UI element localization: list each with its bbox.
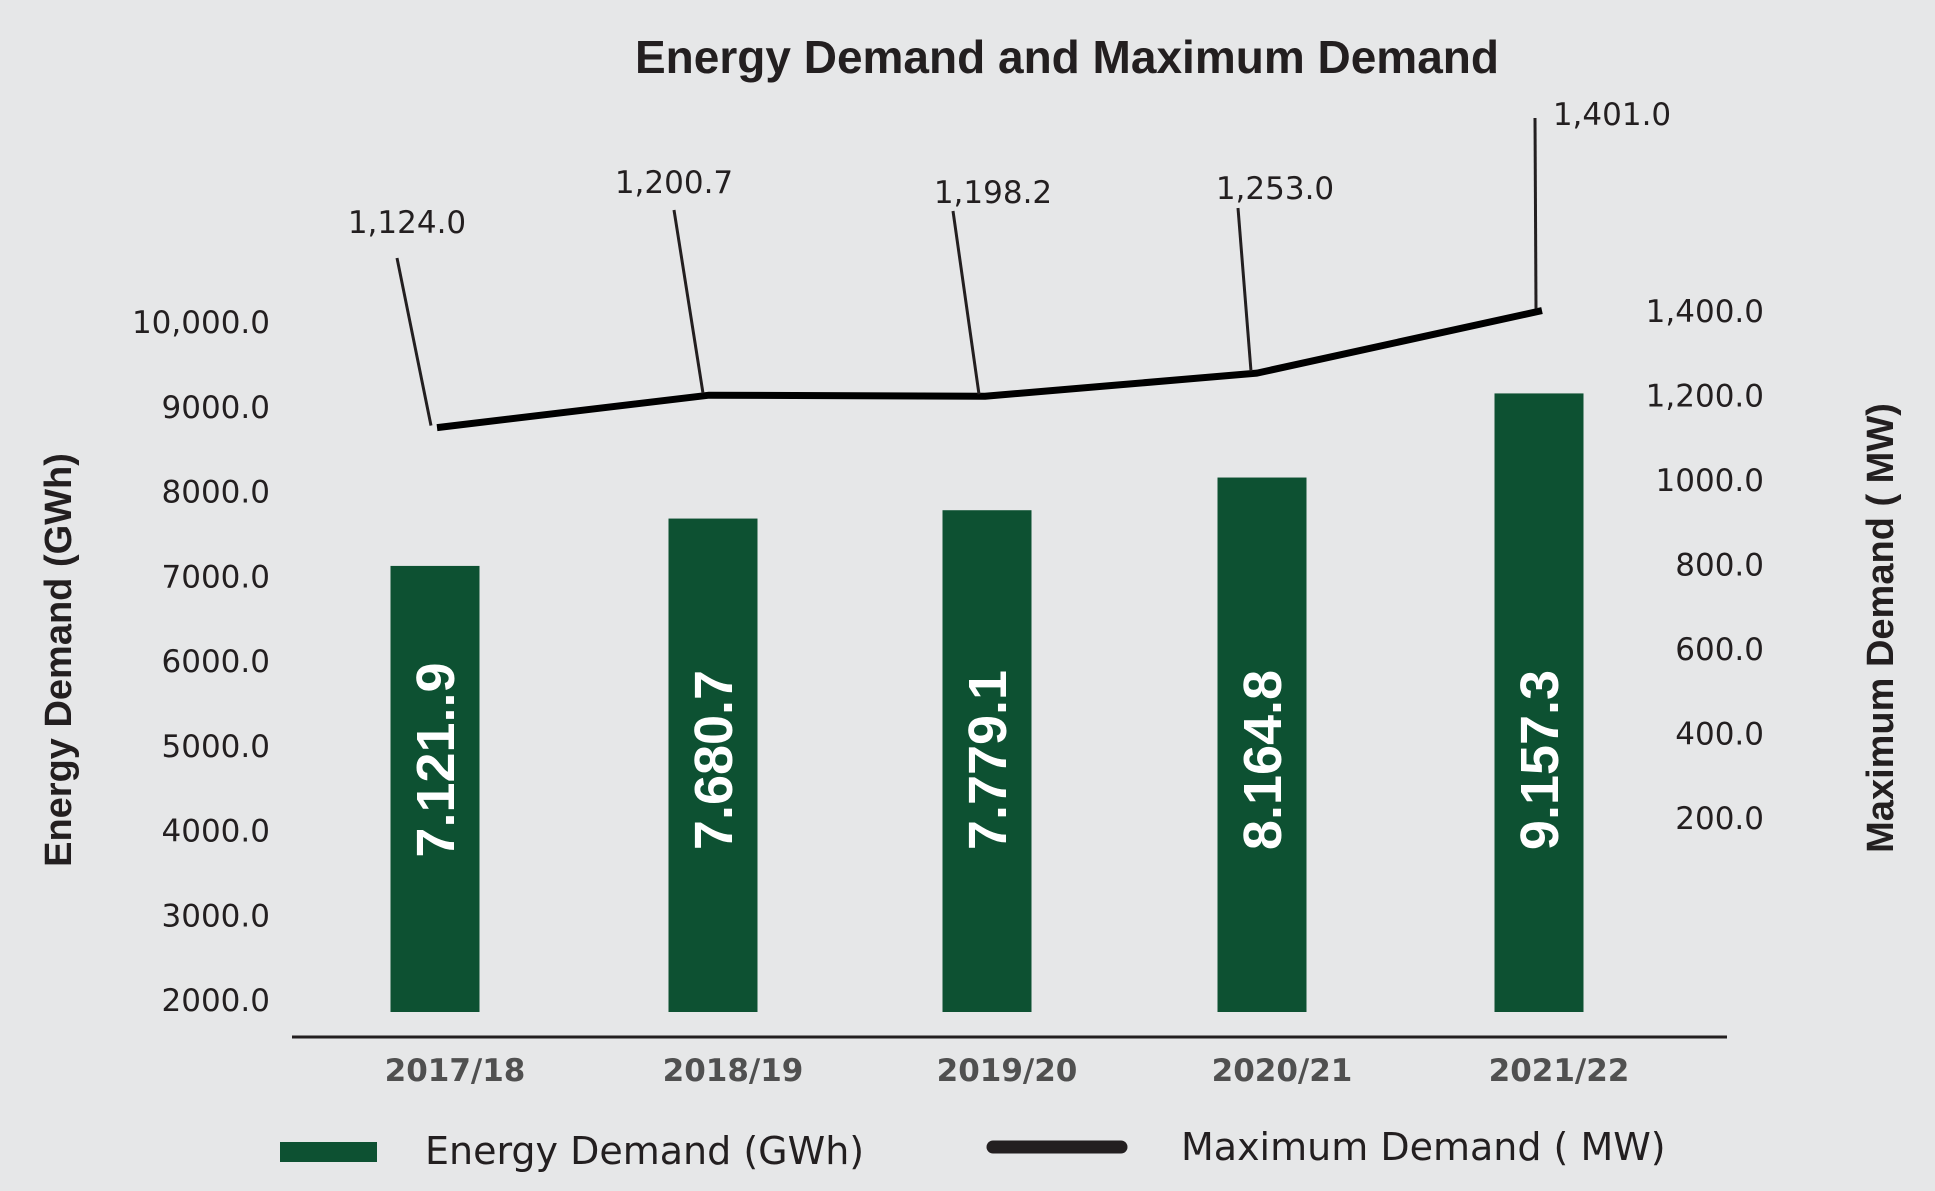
x-tick-label: 2018/19 xyxy=(663,1053,804,1089)
y-right-tick-label: 1000.0 xyxy=(1656,463,1764,499)
max-demand-series: 1,124.0 1,200.7 1,198.2 1,253.0 1,401.0 xyxy=(348,97,1671,432)
y-left-tick-label: 5000.0 xyxy=(162,729,270,765)
bar xyxy=(1494,393,1584,1012)
y-left-tick-label: 2000.0 xyxy=(162,983,270,1019)
y-right-tick-label: 1,200.0 xyxy=(1646,379,1764,415)
y-axis-left-title: Energy Demand (GWh) xyxy=(38,453,80,867)
legend-swatch-energy xyxy=(280,1142,377,1162)
y-axis-right-ticks: 200.0 400.0 600.0 800.0 1000.0 1,200.0 1,400.0 xyxy=(1646,294,1764,837)
max-demand-value-label: 1,401.0 xyxy=(1553,97,1671,133)
y-left-tick-label: 6000.0 xyxy=(162,644,270,680)
bar-value-label: 8.164.8 xyxy=(1233,670,1293,850)
y-left-tick-label: 10,000.0 xyxy=(132,305,270,341)
max-demand-leader xyxy=(1533,117,1538,309)
chart-title: Energy Demand and Maximum Demand xyxy=(635,31,1499,83)
x-tick-label: 2019/20 xyxy=(937,1053,1078,1089)
legend-label-energy: Energy Demand (GWh) xyxy=(425,1129,864,1173)
max-demand-value-label: 1,198.2 xyxy=(934,175,1052,211)
bar-labels: 7.121..9 7.680.7 7.779.1 8.164.8 9.157.3 xyxy=(406,662,1570,857)
x-tick-label: 2020/21 xyxy=(1212,1053,1353,1089)
max-demand-line xyxy=(436,307,1543,432)
x-tick-label: 2021/22 xyxy=(1489,1053,1630,1089)
y-left-tick-label: 3000.0 xyxy=(162,898,270,934)
legend: Energy Demand (GWh) Maximum Demand ( MW) xyxy=(280,1125,1666,1173)
y-left-tick-label: 4000.0 xyxy=(162,814,270,850)
bar-value-label: 9.157.3 xyxy=(1510,670,1570,850)
y-right-tick-label: 600.0 xyxy=(1675,632,1764,668)
bar xyxy=(1217,477,1307,1012)
max-demand-leader xyxy=(672,209,705,394)
max-demand-value-label: 1,253.0 xyxy=(1216,171,1334,207)
max-demand-leader xyxy=(395,257,433,426)
bar-value-label: 7.779.1 xyxy=(958,670,1018,850)
y-right-tick-label: 1,400.0 xyxy=(1646,294,1764,330)
legend-label-max-demand: Maximum Demand ( MW) xyxy=(1181,1125,1666,1169)
bar-value-label: 7.680.7 xyxy=(684,670,744,850)
bar xyxy=(390,565,480,1012)
bar xyxy=(668,518,758,1012)
bars xyxy=(390,393,1584,1012)
y-axis-left-ticks: 2000.0 3000.0 4000.0 5000.0 6000.0 7000.0 8000… xyxy=(132,305,270,1019)
y-left-tick-label: 9000.0 xyxy=(162,390,270,426)
y-right-tick-label: 200.0 xyxy=(1675,801,1764,837)
bar-value-label: 7.121..9 xyxy=(406,662,466,857)
x-axis-labels: 2017/18 2018/19 2019/20 2020/21 2021/22 xyxy=(385,1053,1630,1089)
y-axis-right-title: Maximum Demand ( MW) xyxy=(1860,403,1902,853)
max-demand-leader xyxy=(1236,207,1253,372)
max-demand-leader xyxy=(951,210,981,395)
max-demand-value-label: 1,200.7 xyxy=(615,165,733,201)
y-left-tick-label: 7000.0 xyxy=(162,559,270,595)
bar xyxy=(942,510,1032,1012)
y-right-tick-label: 800.0 xyxy=(1675,548,1764,584)
y-right-tick-label: 400.0 xyxy=(1675,717,1764,753)
max-demand-value-label: 1,124.0 xyxy=(348,205,466,241)
y-left-tick-label: 8000.0 xyxy=(162,475,270,511)
x-tick-label: 2017/18 xyxy=(385,1053,526,1089)
